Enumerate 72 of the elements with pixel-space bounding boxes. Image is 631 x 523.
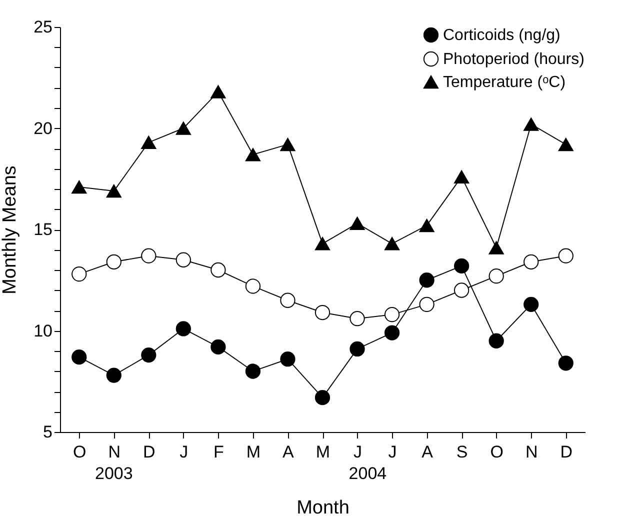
point — [419, 218, 434, 232]
legend-label: Photoperiod (hours) — [443, 51, 584, 68]
point — [72, 266, 87, 282]
legend-label: Corticoids (ng/g) — [443, 27, 560, 44]
y-axis-title: Monthly Means — [0, 166, 21, 294]
point — [280, 352, 296, 367]
point — [350, 341, 365, 357]
point — [210, 85, 226, 98]
x-tick-label: M — [246, 442, 261, 462]
point — [245, 364, 261, 379]
x-tick-label: F — [214, 442, 224, 462]
point — [106, 254, 122, 270]
x-tick-label: N — [525, 442, 538, 462]
point — [384, 306, 400, 322]
x-tick-label: A — [422, 442, 434, 462]
point — [384, 325, 400, 340]
y-tick-label: 25 — [34, 18, 52, 36]
x-axis-title: Month — [296, 498, 350, 518]
point — [106, 184, 122, 198]
point — [210, 339, 226, 355]
legend-label: Temperature (ᵒC) — [443, 74, 566, 91]
y-tick-label: 5 — [43, 422, 52, 442]
x-tick-label: M — [316, 442, 330, 462]
point — [350, 311, 365, 326]
point — [141, 248, 156, 264]
text: 2004 — [348, 464, 387, 483]
point — [106, 368, 122, 383]
x-tick-label: S — [456, 442, 468, 462]
x-tick-label: J — [388, 442, 397, 462]
point — [72, 350, 87, 365]
point — [558, 356, 574, 371]
point — [384, 237, 400, 250]
point — [176, 252, 191, 268]
point — [314, 304, 330, 320]
x-tick-label: O — [73, 442, 86, 462]
point — [558, 138, 574, 152]
point — [280, 292, 296, 308]
point — [314, 390, 330, 406]
y-tick-label: 10 — [34, 321, 52, 340]
point — [314, 237, 330, 250]
point — [210, 262, 226, 278]
point — [524, 296, 539, 312]
point — [280, 138, 296, 152]
point — [245, 278, 261, 294]
point — [176, 321, 191, 336]
x-tick-label: D — [143, 442, 156, 462]
point — [141, 347, 156, 363]
point — [350, 216, 365, 230]
point — [419, 272, 434, 288]
y-tick-label: 20 — [34, 118, 52, 138]
x-tick-label: A — [282, 442, 295, 462]
point — [72, 180, 87, 194]
point — [176, 122, 191, 135]
point — [558, 248, 574, 264]
point — [454, 170, 470, 184]
point — [524, 254, 539, 270]
point — [454, 282, 470, 298]
point — [488, 268, 504, 284]
point — [454, 258, 470, 274]
point — [524, 118, 539, 131]
x-tick-label: J — [354, 442, 362, 462]
point — [245, 148, 261, 162]
point — [488, 333, 504, 348]
point — [419, 296, 434, 312]
x-tick-label: D — [560, 442, 573, 462]
x-tick-label: N — [108, 442, 121, 462]
x-tick-label: J — [180, 442, 188, 462]
point — [141, 136, 156, 150]
text: 2003 — [94, 464, 133, 483]
y-tick-label: 15 — [34, 220, 52, 239]
x-tick-label: O — [490, 442, 504, 462]
point — [488, 241, 504, 254]
